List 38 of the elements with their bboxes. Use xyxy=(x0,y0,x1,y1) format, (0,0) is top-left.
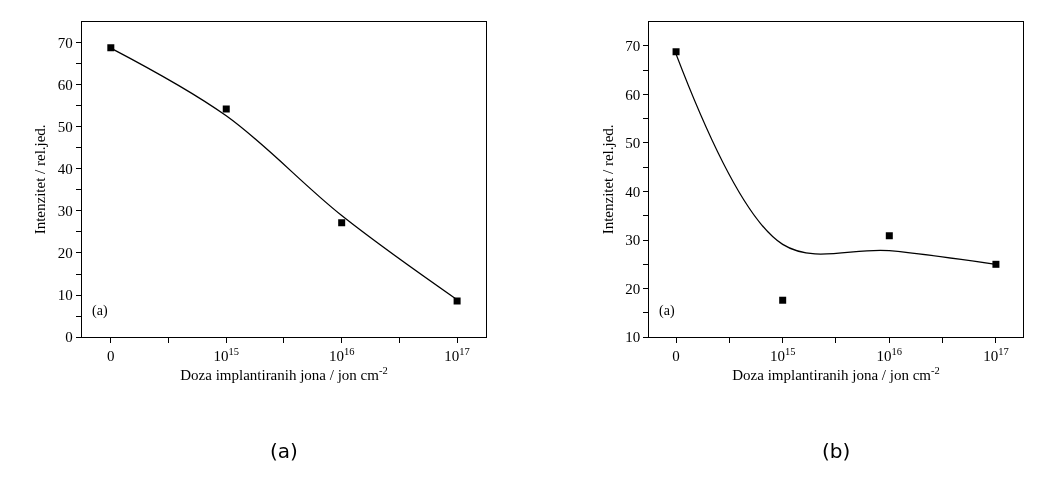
point xyxy=(107,44,115,52)
x-tick-label: 0 xyxy=(672,348,680,365)
y-tick-label: 60 xyxy=(625,86,641,103)
x-tick-label: 10$^{17}$ xyxy=(983,345,1009,365)
x-tick-label: 0 xyxy=(107,348,115,365)
x-tick-label: 10$^{16}$ xyxy=(328,345,355,365)
y-tick-label: 30 xyxy=(625,232,641,249)
x-tick-label: 10$^{15}$ xyxy=(769,345,796,365)
point xyxy=(672,48,680,56)
annotation: (a) xyxy=(659,303,675,319)
y-tick-label: 50 xyxy=(625,135,641,152)
x-tick-label: 10$^{16}$ xyxy=(876,345,903,365)
text: (b) xyxy=(822,439,851,463)
y-tick-label: 40 xyxy=(625,183,641,200)
point xyxy=(453,297,461,305)
y-tick-label: 30 xyxy=(57,203,73,220)
y-tick-label: 70 xyxy=(625,38,641,55)
y-tick-label: 60 xyxy=(57,76,73,93)
point xyxy=(779,296,787,304)
x-tick-label: 10$^{17}$ xyxy=(444,345,470,365)
point xyxy=(222,105,230,113)
y-tick-label: 70 xyxy=(57,34,73,51)
y-tick-label: 40 xyxy=(57,161,73,178)
annotation: (a) xyxy=(92,303,108,319)
y-tick-label: 50 xyxy=(57,119,73,136)
y-axis-title: Intenzitet / rel.jed. xyxy=(599,124,616,235)
y-tick-label: 10 xyxy=(625,329,641,346)
x-axis-title: Doza implantiranih jona / jon cm$^{-2}$ xyxy=(732,364,940,384)
point xyxy=(885,232,893,240)
x-axis-title: Doza implantiranih jona / jon cm$^{-2}$ xyxy=(180,364,388,384)
y-tick-label: 20 xyxy=(57,245,73,262)
point xyxy=(338,219,346,227)
text: (a) xyxy=(270,439,298,463)
y-tick-label: 20 xyxy=(625,280,641,297)
y-tick-label: 0 xyxy=(65,329,73,346)
y-axis-title: Intenzitet / rel.jed. xyxy=(32,124,49,235)
y-tick-label: 10 xyxy=(57,287,73,304)
x-tick-label: 10$^{15}$ xyxy=(213,345,239,365)
